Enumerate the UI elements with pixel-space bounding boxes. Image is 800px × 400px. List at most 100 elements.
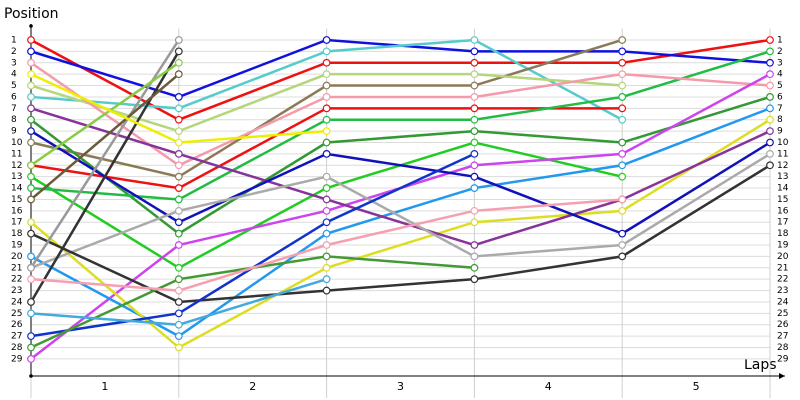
point [174, 206, 183, 215]
y-tick-label: 16 [777, 206, 789, 216]
point [618, 70, 627, 79]
y-tick-label: 11 [11, 149, 22, 159]
y-tick-label: 11 [777, 149, 788, 159]
point [618, 195, 627, 204]
point [174, 218, 183, 227]
point [618, 149, 627, 158]
point [618, 138, 627, 147]
point [174, 286, 183, 295]
x-tick-label: 2 [249, 380, 256, 393]
point [618, 104, 627, 113]
point [322, 58, 331, 67]
point [174, 93, 183, 101]
point [27, 161, 35, 170]
y-tick-label: 16 [11, 206, 23, 216]
y-tick-label: 8 [11, 115, 17, 125]
point [470, 127, 479, 136]
point [618, 93, 627, 101]
point [27, 81, 35, 90]
y-tick-label: 6 [777, 92, 783, 102]
point [174, 229, 183, 238]
point [322, 138, 331, 147]
point [174, 104, 183, 113]
series-line [30, 152, 771, 269]
point [174, 161, 183, 170]
point [322, 93, 331, 101]
y-tick-label: 12 [11, 161, 22, 171]
x-tick-label: 3 [397, 380, 404, 393]
y-tick-label: 27 [11, 332, 22, 342]
point [27, 298, 35, 306]
y-tick-label: 28 [777, 343, 789, 353]
point [618, 241, 627, 249]
point [618, 115, 627, 124]
point [618, 172, 627, 181]
y-tick-label: 3 [11, 58, 17, 68]
y-tick-label: 10 [11, 138, 23, 148]
y-tick-label: 20 [777, 252, 789, 262]
point [27, 275, 35, 284]
point [766, 36, 774, 44]
point [322, 115, 331, 124]
y-tick-label: 9 [777, 127, 783, 137]
point [27, 70, 35, 79]
point [27, 343, 35, 352]
y-tick-label: 15 [11, 195, 22, 205]
y-tick-label: 15 [777, 195, 788, 205]
point [322, 229, 331, 238]
point [174, 47, 183, 56]
point [27, 355, 35, 363]
y-tick-label: 17 [11, 218, 22, 228]
point [766, 104, 774, 113]
y-tick-label: 14 [11, 184, 23, 194]
y-tick-label: 1 [11, 35, 17, 45]
point [618, 229, 627, 238]
point [470, 149, 479, 158]
x-axis-arrow [779, 373, 785, 379]
point [174, 127, 183, 136]
series-line [30, 61, 771, 167]
y-tick-label: 7 [777, 104, 783, 114]
point [470, 263, 479, 272]
point [470, 241, 479, 249]
series-line [30, 107, 771, 247]
y-tick-label: 12 [777, 161, 788, 171]
y-tick-label: 4 [777, 70, 783, 80]
point [174, 172, 183, 181]
point [27, 195, 35, 204]
point [766, 161, 774, 170]
point [766, 47, 774, 56]
y-tick-label: 26 [777, 320, 789, 330]
y-tick-label: 5 [11, 81, 17, 91]
point [322, 36, 331, 44]
point [174, 343, 183, 352]
y-tick-label: 5 [777, 81, 783, 91]
y-tick-label: 13 [11, 172, 22, 182]
y-tick-label: 18 [777, 229, 789, 239]
point [618, 206, 627, 215]
point [322, 206, 331, 215]
point [27, 138, 35, 147]
y-tick-label: 7 [11, 104, 17, 114]
point [27, 184, 35, 192]
series-line [29, 50, 180, 303]
series-line [30, 130, 771, 236]
series-line [30, 73, 180, 201]
point [470, 81, 479, 90]
y-tick-label: 2 [11, 47, 17, 57]
point [618, 47, 627, 56]
point [470, 161, 479, 170]
point [470, 138, 479, 147]
point [470, 252, 479, 261]
x-tick-label: 4 [545, 380, 552, 393]
point [322, 127, 331, 136]
point [618, 161, 627, 170]
y-tick-label: 2 [777, 47, 783, 57]
point [470, 70, 479, 79]
y-tick-label: 21 [777, 263, 788, 273]
y-tick-label: 24 [11, 297, 23, 307]
x-tick-label: 5 [693, 380, 700, 393]
point [27, 172, 35, 181]
point [27, 115, 35, 124]
